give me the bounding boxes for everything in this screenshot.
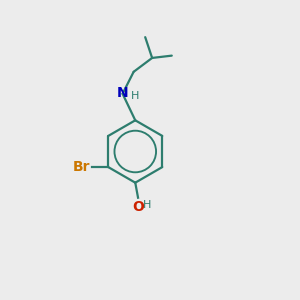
Text: Br: Br — [73, 160, 91, 174]
Text: O: O — [132, 200, 144, 214]
Text: H: H — [143, 200, 152, 210]
Text: N: N — [117, 85, 128, 100]
Text: H: H — [131, 91, 140, 100]
